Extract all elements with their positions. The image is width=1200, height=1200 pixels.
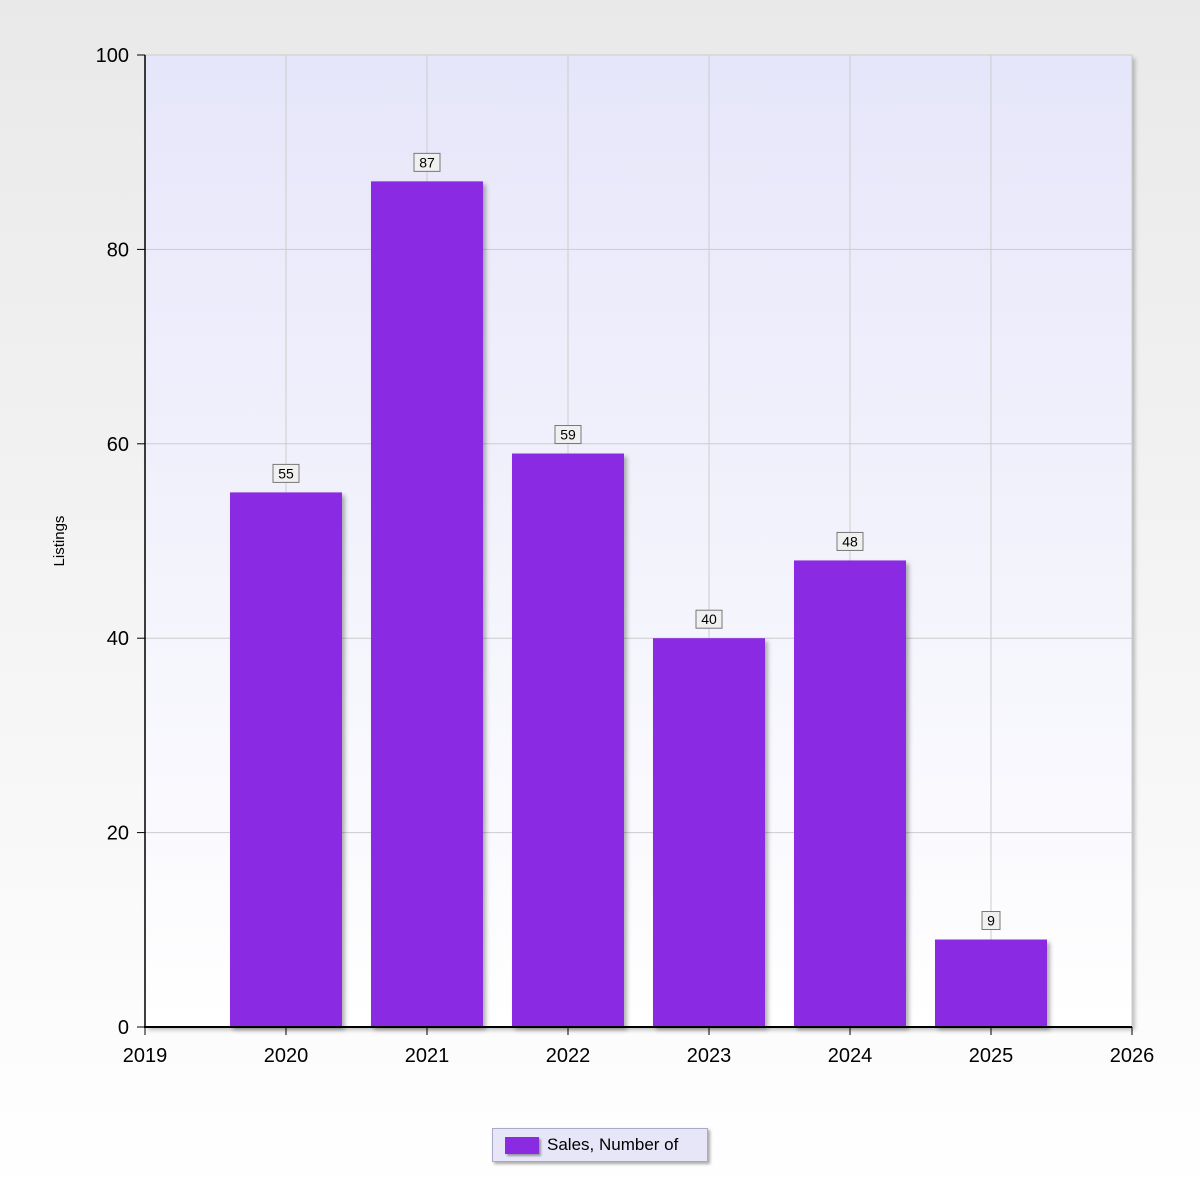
y-tick-label: 100 (96, 45, 129, 67)
data-label-box (272, 463, 300, 483)
data-label-box (695, 609, 723, 629)
y-tick-label: 80 (107, 239, 129, 261)
x-tick-label: 2022 (546, 1045, 591, 1067)
x-tick-label: 2025 (969, 1045, 1014, 1067)
data-label-text: 9 (987, 913, 995, 929)
bar-2023 (653, 638, 765, 1027)
y-tick-label: 0 (118, 1017, 129, 1039)
data-label-box (836, 531, 864, 551)
data-label-text: 87 (419, 154, 435, 170)
data-label-box (554, 425, 582, 445)
bar-2020 (230, 492, 342, 1027)
data-label-box (413, 152, 441, 172)
y-tick-label: 40 (107, 628, 129, 650)
data-label-2025: 9 (981, 911, 1001, 931)
bar-2022 (512, 453, 624, 1027)
x-tick-label: 2026 (1110, 1045, 1155, 1067)
x-tick-label: 2021 (405, 1045, 450, 1067)
data-label-2023: 40 (695, 609, 723, 629)
y-tick-label: 60 (107, 434, 129, 456)
legend: Sales, Number of (492, 1128, 708, 1162)
bar-2025 (935, 939, 1047, 1027)
y-tick-label: 20 (107, 823, 129, 845)
bar-2024 (794, 560, 906, 1027)
x-tick-label: 2023 (687, 1045, 732, 1067)
data-label-box (981, 911, 1001, 931)
data-label-text: 48 (842, 533, 858, 549)
x-tick-label: 2020 (264, 1045, 309, 1067)
legend-label: Sales, Number of (547, 1135, 679, 1154)
bar-2021 (371, 181, 483, 1028)
data-label-2022: 59 (554, 425, 582, 445)
data-label-2020: 55 (272, 463, 300, 483)
data-label-text: 59 (560, 427, 576, 443)
legend-swatch (505, 1136, 539, 1154)
data-label-text: 55 (278, 465, 294, 481)
data-label-text: 40 (701, 611, 717, 627)
x-tick-label: 2024 (828, 1045, 873, 1067)
data-label-2021: 87 (413, 152, 441, 172)
y-axis-title: Listings (51, 516, 68, 567)
data-label-2024: 48 (836, 531, 864, 551)
x-tick-label: 2019 (123, 1045, 168, 1067)
